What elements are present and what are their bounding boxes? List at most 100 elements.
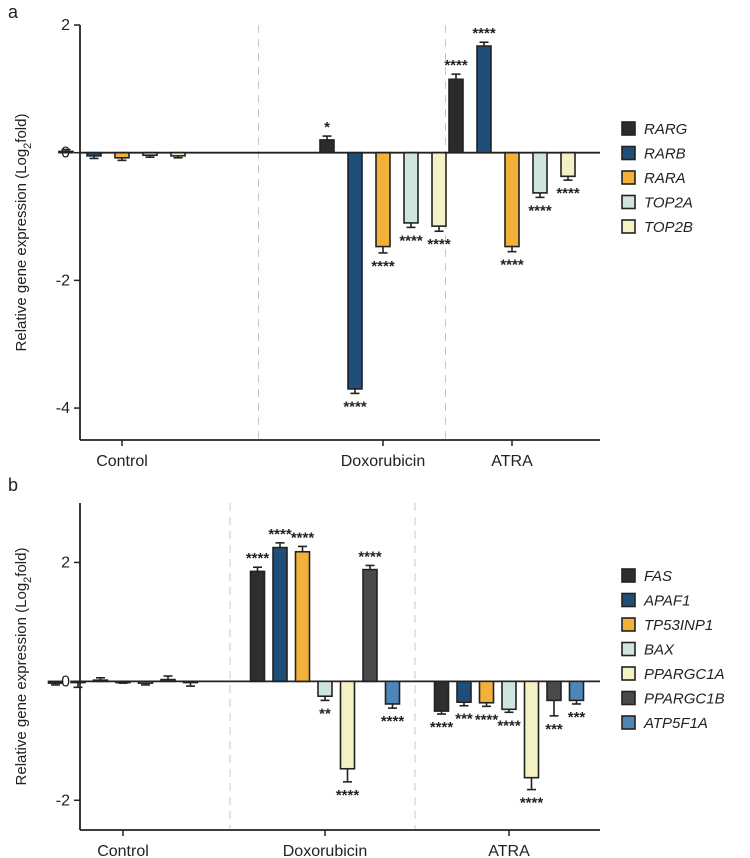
bar-tp53inp1-doxorubicin [294, 550, 311, 683]
bar-rarb-doxorubicin [347, 151, 363, 390]
bar-atp5f1a-atra [568, 680, 585, 702]
bar-ppargc1a-control [137, 680, 154, 684]
bar-apaf1-doxorubicin [272, 546, 288, 683]
bar-fas-atra [433, 680, 450, 712]
bar-top2b-doxorubicin [431, 151, 447, 227]
significance-bax-atra: **** [497, 717, 521, 734]
bar-top2b-atra [560, 151, 576, 178]
legend-swatch-tp53inp1 [621, 617, 636, 632]
bar-rarb-atra [476, 45, 492, 154]
y-tick-label: 0 [61, 673, 70, 690]
y-tick-label: 2 [61, 17, 70, 34]
bar-rara-atra [504, 151, 520, 248]
significance-apaf1-atra: *** [455, 711, 473, 728]
significance-tp53inp1-atra: **** [475, 711, 499, 728]
legend-label-fas: FAS [644, 568, 672, 585]
bar-top2a-control [142, 151, 158, 157]
significance-atp5f1a-doxorubicin: **** [381, 713, 405, 730]
bar-tp53inp1-atra [478, 680, 495, 704]
legend-label-atp5f1a: ATP5F1A [643, 715, 708, 732]
bar-ppargc1b-atra [546, 680, 562, 702]
bar-ppargc1b-control [160, 678, 176, 683]
legend-swatch-top2a [621, 194, 636, 210]
legend-label-ppargc1a: PPARGC1A [644, 666, 725, 683]
legend-label-bax: BAX [644, 642, 675, 659]
bar-rarg-doxorubicin [319, 139, 335, 154]
legend-swatch-atp5f1a [621, 715, 636, 730]
panel-b: b 2 0 -2 Relative gene expression (Log2fold)… [8, 475, 725, 858]
significance-ppargc1b-atra: *** [545, 721, 563, 738]
significance-atp5f1a-atra: *** [568, 709, 586, 726]
legend-label-ppargc1b: PPARGC1B [644, 691, 725, 708]
x-tick-label-control: Control [97, 843, 149, 858]
significance-rara-atra: **** [500, 257, 524, 274]
significance-rarg-atra: **** [444, 57, 468, 74]
significance-rarg-doxorubicin: * [324, 119, 330, 136]
legend-swatch-bax [621, 641, 636, 657]
bar-atp5f1a-doxorubicin [384, 680, 401, 705]
significance-ppargc1a-atra: **** [520, 795, 544, 812]
bar-ppargc1b-doxorubicin [362, 568, 378, 683]
y-tick-label: -2 [56, 272, 70, 289]
significance-rarb-atra: **** [472, 25, 496, 42]
bar-atp5f1a-control [182, 680, 199, 684]
bar-top2a-doxorubicin [403, 151, 419, 224]
significance-tp53inp1-doxorubicin: **** [291, 529, 315, 546]
legend-swatch-top2b [621, 219, 636, 234]
bar-rarg-control [58, 150, 74, 154]
significance-bax-doxorubicin: ** [319, 705, 331, 722]
bar-rarb-control [86, 151, 102, 157]
legend-label-rarb: RARB [644, 146, 686, 163]
legend-label-tp53inp1: TP53INP1 [644, 617, 713, 634]
significance-ppargc1a-doxorubicin: **** [336, 787, 360, 804]
legend-swatch-rarg [621, 121, 636, 136]
legend-swatch-apaf1 [621, 592, 636, 608]
bar-rarg-atra [448, 78, 464, 154]
legend-label-top2b: TOP2B [644, 219, 693, 236]
significance-fas-atra: **** [430, 719, 454, 736]
x-tick-label-atra: ATRA [488, 843, 530, 858]
y-axis-label: Relative gene expression (Log2fold) [13, 548, 34, 786]
significance-ppargc1b-doxorubicin: **** [358, 548, 382, 565]
bar-bax-atra [501, 680, 517, 711]
bar-rara-doxorubicin [375, 151, 391, 248]
legend-swatch-rara [621, 170, 636, 185]
legend-label-top2a: TOP2A [644, 195, 693, 212]
bar-top2b-control [170, 151, 186, 157]
panel-letter: b [8, 475, 18, 495]
bar-top2a-atra [532, 151, 548, 194]
significance-top2a-doxorubicin: **** [399, 232, 423, 249]
panel-letter: a [8, 2, 19, 22]
significance-rarb-doxorubicin: **** [343, 398, 367, 415]
significance-fas-doxorubicin: **** [246, 550, 270, 567]
significance-apaf1-doxorubicin: **** [268, 526, 292, 543]
x-tick-label-doxorubicin: Doxorubicin [283, 843, 367, 858]
legend-swatch-fas [621, 568, 636, 583]
significance-rara-doxorubicin: **** [371, 258, 395, 275]
legend-label-rara: RARA [644, 170, 686, 187]
legend-swatch-ppargc1b [621, 690, 636, 706]
bar-fas-control [47, 680, 64, 684]
bar-fas-doxorubicin [249, 570, 266, 683]
legend-label-rarg: RARG [644, 121, 688, 138]
bar-rara-control [114, 151, 130, 159]
legend-label-apaf1: APAF1 [643, 593, 690, 610]
legend-swatch-rarb [621, 145, 636, 161]
bar-ppargc1a-atra [523, 680, 540, 779]
bar-tp53inp1-control [92, 679, 109, 683]
bar-apaf1-control [70, 680, 86, 684]
y-axis-label: Relative gene expression (Log2fold) [13, 114, 34, 352]
bar-apaf1-atra [456, 680, 472, 703]
x-tick-label-atra: ATRA [491, 453, 533, 470]
significance-top2a-atra: **** [528, 202, 552, 219]
legend-swatch-ppargc1a [621, 666, 636, 681]
bar-bax-doxorubicin [317, 680, 333, 698]
bar-ppargc1a-doxorubicin [339, 680, 356, 770]
y-tick-label: 2 [61, 554, 70, 571]
x-tick-label-doxorubicin: Doxorubicin [341, 453, 425, 470]
x-tick-label-control: Control [96, 453, 148, 470]
significance-top2b-atra: **** [556, 185, 580, 202]
y-tick-label: -2 [56, 792, 70, 809]
